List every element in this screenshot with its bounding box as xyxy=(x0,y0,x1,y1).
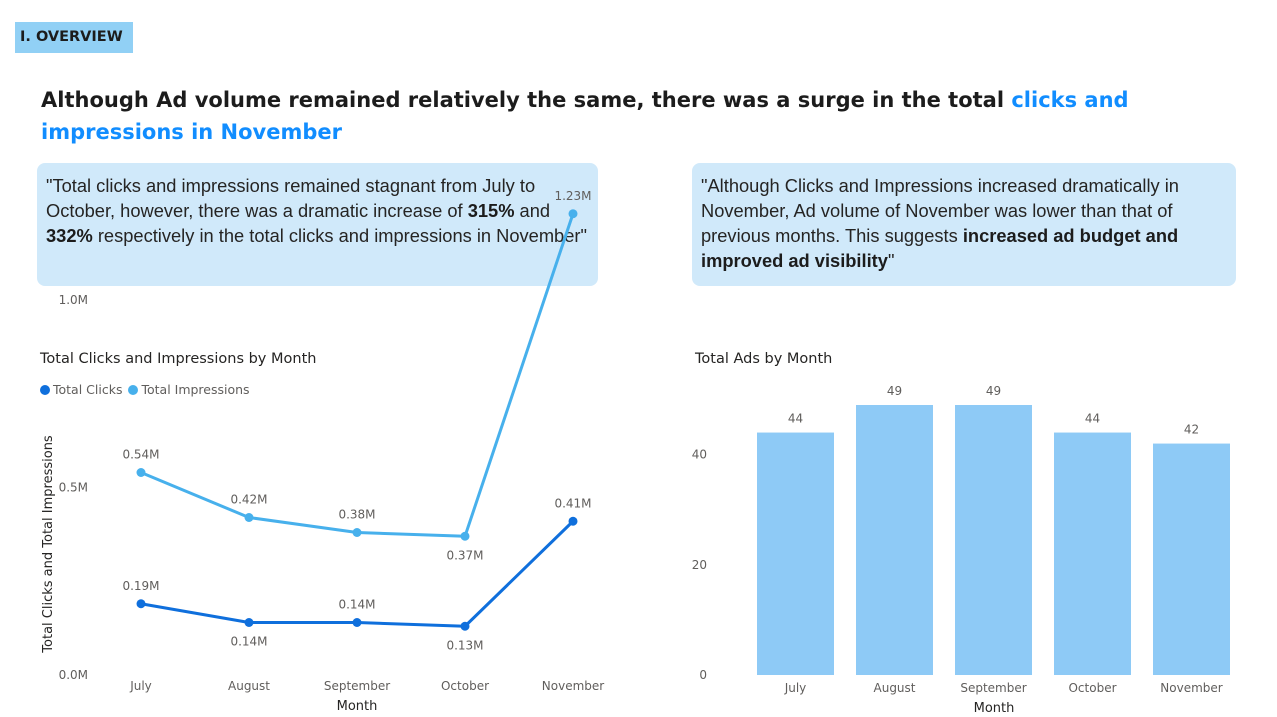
quote-right-bold-1: increased ad budget and improved ad visi… xyxy=(701,225,1179,271)
data-point[interactable] xyxy=(460,621,470,631)
y-tick-label: 0 xyxy=(699,668,707,682)
bar[interactable] xyxy=(1153,443,1230,675)
data-label: 0.14M xyxy=(230,635,267,649)
line-chart-title: Total Clicks and Impressions by Month xyxy=(40,351,317,367)
headline-text: Although Ad volume remained relatively t… xyxy=(41,88,1012,112)
x-tick-label: November xyxy=(1160,681,1222,695)
quote-left-bold-1: 315% xyxy=(467,200,515,221)
quote-left-bold-2: 332% xyxy=(46,225,93,246)
x-tick-label: September xyxy=(324,679,390,693)
y-tick-label: 1.0M xyxy=(59,293,88,307)
legend-item-clicks[interactable]: Total Clicks xyxy=(40,382,122,397)
bar[interactable] xyxy=(1054,432,1131,675)
legend-dot-impressions-icon xyxy=(128,384,139,395)
legend-label-clicks: Total Clicks xyxy=(53,382,123,397)
data-label: 0.19M xyxy=(122,579,159,593)
data-label: 1.23M xyxy=(554,189,591,203)
line-chart-legend[interactable]: Total Clicks Total Impressions xyxy=(40,382,256,397)
x-tick-label: November xyxy=(542,679,604,693)
x-tick-label: October xyxy=(1068,681,1116,695)
legend-label-impressions: Total Impressions xyxy=(141,382,250,397)
data-label: 0.14M xyxy=(338,598,375,612)
data-point[interactable] xyxy=(244,618,254,627)
y-tick-label: 40 xyxy=(692,448,707,462)
bar[interactable] xyxy=(955,405,1032,675)
data-label: 0.37M xyxy=(446,548,483,562)
x-axis-title: Month xyxy=(974,701,1015,716)
bar[interactable] xyxy=(757,432,834,675)
data-label: 49 xyxy=(986,384,1001,398)
bar-chart-title: Total Ads by Month xyxy=(695,351,833,367)
line-chart[interactable]: 0.0M 0.5M 1.0M July August September October No… xyxy=(0,0,640,717)
data-label: 49 xyxy=(887,384,902,398)
data-label: 0.41M xyxy=(554,496,591,510)
data-label: 0.13M xyxy=(446,638,483,652)
y-tick-label: 20 xyxy=(692,558,707,572)
data-label: 0.38M xyxy=(338,508,375,522)
section-tag: I. OVERVIEW xyxy=(15,22,133,53)
data-point[interactable] xyxy=(352,618,362,627)
insight-card-right: "Although Clicks and Impressions increas… xyxy=(692,163,1236,286)
x-tick-label: July xyxy=(784,681,807,695)
series-line-impressions[interactable] xyxy=(140,213,575,538)
data-label: 44 xyxy=(1085,412,1100,426)
data-point[interactable] xyxy=(136,468,146,477)
x-axis-title: Month xyxy=(337,699,378,714)
y-axis-title: Total Clicks and Total Impressions xyxy=(41,435,56,654)
data-point[interactable] xyxy=(568,516,578,526)
data-point[interactable] xyxy=(460,531,470,541)
quote-right-text-1: "Although Clicks and Impressions increas… xyxy=(701,175,1179,246)
quote-left-text-3: respectively in the total clicks and imp… xyxy=(92,225,587,246)
data-label: 0.54M xyxy=(122,448,159,462)
data-point[interactable] xyxy=(244,513,254,522)
quote-left-text-2: and xyxy=(514,200,551,221)
quote-right-text-2: " xyxy=(887,250,895,271)
legend-item-impressions[interactable]: Total Impressions xyxy=(128,382,250,397)
x-tick-label: September xyxy=(960,681,1026,695)
bar[interactable] xyxy=(856,405,933,675)
headline-highlight: clicks and impressions in November xyxy=(41,88,1129,144)
y-tick-label: 0.0M xyxy=(59,668,88,682)
y-tick-label: 0.5M xyxy=(59,481,88,495)
data-point[interactable] xyxy=(352,528,362,537)
data-label: 42 xyxy=(1184,423,1199,437)
legend-dot-clicks-icon xyxy=(40,384,50,395)
page-headline: Although Ad volume remained relatively t… xyxy=(41,84,1251,148)
x-tick-label: October xyxy=(441,679,489,693)
data-label: 44 xyxy=(788,412,803,426)
x-tick-label: August xyxy=(874,681,916,695)
bar-chart[interactable]: 0 20 40 44 July 49 August 49 September 44 October 4… xyxy=(640,0,1277,717)
data-label: 0.42M xyxy=(230,493,267,507)
data-point[interactable] xyxy=(136,599,146,609)
data-point[interactable] xyxy=(568,209,578,219)
x-tick-label: August xyxy=(228,679,270,693)
quote-left-text-1: "Total clicks and impressions remained s… xyxy=(46,175,536,221)
x-tick-label: July xyxy=(129,679,152,693)
insight-card-left: "Total clicks and impressions remained s… xyxy=(37,163,598,286)
